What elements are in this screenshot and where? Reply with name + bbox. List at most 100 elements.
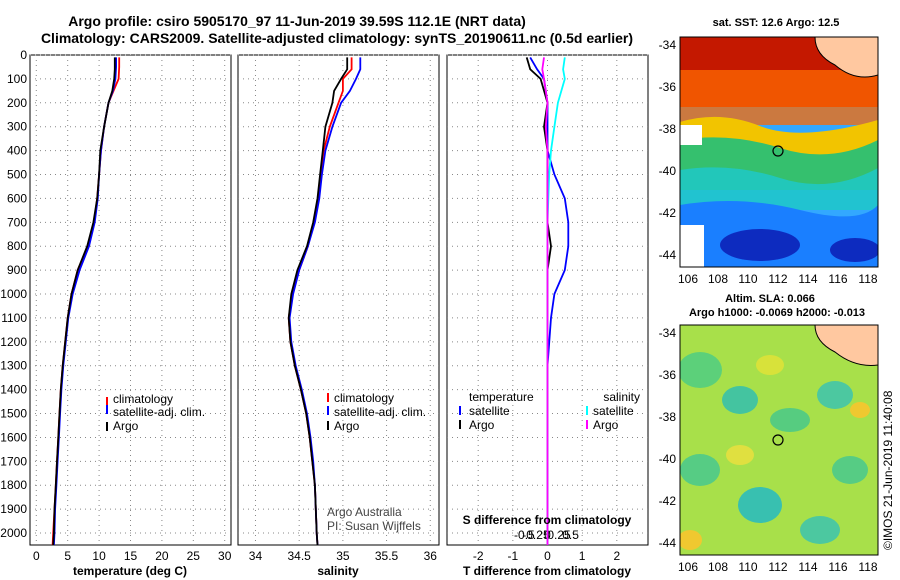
- lon-label: 106: [678, 560, 698, 574]
- x-tick-label: 2: [613, 549, 620, 563]
- depth-tick-label: 1600: [0, 430, 27, 444]
- credit-line2: PI: Susan Wijffels: [327, 519, 421, 533]
- depth-tick-label: 400: [7, 144, 27, 158]
- legend-label-satellite: satellite-adj. clim.: [334, 405, 426, 419]
- s-tick-label: -0.5: [514, 528, 535, 542]
- argo-float-marker: [772, 434, 784, 446]
- x-tick-label: 34: [249, 549, 263, 563]
- x-tick-label: 35: [336, 549, 350, 563]
- lon-label: 112: [768, 560, 787, 574]
- lon-label: 116: [828, 272, 847, 286]
- sla-map: Altim. SLA: 0.066 Argo h1000: -0.0069 h2…: [659, 293, 879, 574]
- series-line: [287, 57, 349, 546]
- lon-label: 114: [798, 560, 817, 574]
- depth-tick-label: 1300: [0, 359, 27, 373]
- temperature-axis-label: temperature (deg C): [73, 564, 187, 578]
- lon-label: 114: [798, 272, 817, 286]
- sla-map-title-2: Argo h1000: -0.0069 h2000: -0.013: [689, 307, 865, 319]
- legend-label-s-argo: Argo: [593, 418, 619, 432]
- salinity-tick-labels: 34 34.5 35 35.5 36: [249, 549, 437, 563]
- temperature-grid: [30, 54, 231, 545]
- lat-label: -34: [659, 38, 677, 52]
- sla-lat-labels: -34 -36 -38 -40 -42 -44: [659, 326, 677, 550]
- lat-label: -34: [659, 326, 677, 340]
- depth-tick-label: 500: [7, 168, 27, 182]
- depth-tick-label: 700: [7, 215, 27, 229]
- temperature-tick-labels: 0 5 10 15 20 25 30: [33, 549, 232, 563]
- depth-tick-label: 900: [7, 263, 27, 277]
- depth-tick-label: 1500: [0, 407, 27, 421]
- x-tick-label: 36: [424, 549, 438, 563]
- lon-label: 112: [768, 272, 787, 286]
- difference-series: [525, 56, 570, 545]
- lon-label: 106: [678, 272, 698, 286]
- argo-float-marker: [772, 145, 784, 157]
- depth-tick-label: 1200: [0, 335, 27, 349]
- legend-label-climatology: climatology: [334, 391, 394, 405]
- figure-title-line1: Argo profile: csiro 5905170_97 11-Jun-20…: [68, 13, 526, 29]
- temperature-series: [51, 57, 121, 546]
- legend-label-t-satellite: satellite: [469, 404, 510, 418]
- salinity-series: [287, 57, 362, 546]
- s-tick-label: 0.25: [547, 528, 571, 542]
- t-difference-axis-label: T difference from climatology: [463, 564, 631, 578]
- x-tick-label: 1: [579, 549, 586, 563]
- temperature-panel: 0100200300400500600700800900100011001200…: [0, 48, 231, 578]
- depth-tick-label: 2000: [0, 526, 27, 540]
- sst-lat-labels: -34 -36 -38 -40 -42 -44: [659, 38, 677, 262]
- depth-tick-label: 100: [7, 72, 27, 86]
- sst-field: [680, 37, 878, 267]
- x-tick-label: 10: [92, 549, 106, 563]
- depth-tick-label: 600: [7, 191, 27, 205]
- lat-label: -40: [659, 452, 677, 466]
- x-tick-label: 0: [33, 549, 40, 563]
- timestamp-label: ©IMOS 21-Jun-2019 11:40:08: [881, 390, 895, 550]
- salinity-legend: climatology satellite-adj. clim. Argo: [327, 391, 426, 433]
- legend-label-argo: Argo: [334, 419, 360, 433]
- salinity-grid: [238, 54, 439, 545]
- legend-title-salinity: salinity: [603, 390, 640, 404]
- lat-label: -44: [659, 248, 677, 262]
- t-difference-tick-labels: -2 -1 0 1 2: [473, 549, 621, 563]
- legend-title-temperature: temperature: [469, 390, 534, 404]
- sst-lon-labels: 106 108 110 112 114 116 118: [678, 272, 878, 286]
- legend-label-t-argo: Argo: [469, 418, 495, 432]
- x-tick-label: -1: [508, 549, 519, 563]
- depth-tick-label: 1900: [0, 502, 27, 516]
- depth-tick-label: 0: [20, 48, 27, 62]
- depth-tick-label: 300: [7, 120, 27, 134]
- salinity-panel: 34 34.5 35 35.5 36 salinity climatology sate…: [237, 54, 440, 578]
- lat-label: -36: [659, 368, 677, 382]
- salinity-axis-label: salinity: [317, 564, 359, 578]
- depth-tick-label: 1800: [0, 478, 27, 492]
- lon-label: 108: [708, 272, 728, 286]
- s-tick-label: -0.25: [522, 528, 550, 542]
- sla-map-title-1: Altim. SLA: 0.066: [725, 293, 815, 305]
- sla-map-frame: [679, 324, 879, 556]
- depth-tick-label: 1000: [0, 287, 27, 301]
- lat-label: -42: [659, 206, 677, 220]
- salinity-axes-frame: [237, 54, 440, 546]
- depth-tick-labels: 0 100 200 300 400 500 600 700 800 900 1000 1100 1200…: [0, 48, 27, 540]
- series-line: [541, 57, 549, 545]
- depth-tick-label: 200: [7, 96, 27, 110]
- lat-label: -36: [659, 80, 677, 94]
- lat-label: -38: [659, 122, 677, 136]
- s-tick-label: 0.5: [562, 528, 579, 542]
- depth-tick-label: 1400: [0, 383, 27, 397]
- lon-label: 108: [708, 560, 728, 574]
- lon-label: 110: [738, 560, 757, 574]
- lat-label: -42: [659, 494, 677, 508]
- difference-legend: temperature satellite Argo salinity sate…: [459, 390, 640, 432]
- legend-label-climatology: climatology: [113, 392, 173, 406]
- lat-label: -44: [659, 536, 677, 550]
- lon-label: 110: [738, 272, 757, 286]
- x-tick-label: 34.5: [287, 549, 311, 563]
- x-tick-label: 20: [155, 549, 169, 563]
- sst-map-title: sat. SST: 12.6 Argo: 12.5: [713, 17, 840, 29]
- x-tick-label: 25: [187, 549, 201, 563]
- x-tick-label: 5: [64, 549, 71, 563]
- sla-field: [680, 325, 878, 555]
